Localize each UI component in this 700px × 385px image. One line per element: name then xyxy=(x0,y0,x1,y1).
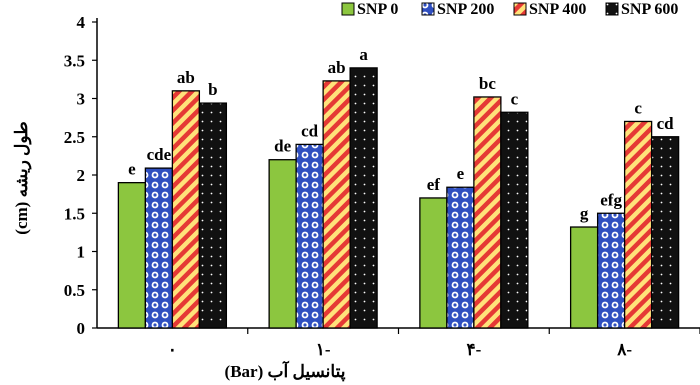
data-label: bc xyxy=(479,74,496,93)
legend-label: SNP 0 xyxy=(357,1,398,18)
bar xyxy=(446,186,475,329)
legend-label: SNP 400 xyxy=(529,1,586,18)
data-label: ab xyxy=(177,68,195,87)
x-tick-label: ۱- xyxy=(316,340,331,359)
x-tick-label: ۴- xyxy=(466,340,481,359)
y-tick-label: 3 xyxy=(77,90,86,109)
legend-swatch xyxy=(421,2,435,16)
data-label: c xyxy=(634,98,642,117)
y-tick-label: 2.5 xyxy=(64,128,85,147)
y-tick-label: 1 xyxy=(77,243,86,262)
bar xyxy=(171,90,201,329)
bar xyxy=(650,136,680,329)
data-label: a xyxy=(359,45,368,64)
bar xyxy=(144,167,174,329)
x-axis-title: پتانسیل آب (Bar) xyxy=(225,360,346,382)
data-label: de xyxy=(274,137,291,156)
data-label: e xyxy=(457,164,465,183)
bar xyxy=(322,80,351,329)
y-tick-label: 0 xyxy=(77,319,86,338)
y-tick-label: 0.5 xyxy=(64,281,85,300)
legend: SNP 0 SNP 200 SNP 400 SNP 600 xyxy=(341,1,678,18)
bar xyxy=(419,197,448,329)
data-label: cde xyxy=(147,145,172,164)
bar xyxy=(268,159,297,329)
legend-label: SNP 200 xyxy=(437,1,494,18)
bar xyxy=(117,181,147,329)
legend-swatch xyxy=(605,2,619,16)
bar xyxy=(198,102,228,329)
data-label: cd xyxy=(301,121,319,140)
plot-area: 00.511.522.533.54۰ ۱- ۴- ۸-ecdeabbdecdabaef… xyxy=(64,13,700,359)
bar xyxy=(500,111,529,329)
y-tick-label: 1.5 xyxy=(64,204,85,223)
y-axis-title: طول ریشه (cm) xyxy=(12,121,32,234)
data-label: ab xyxy=(328,58,346,77)
bar xyxy=(596,212,626,329)
data-label: g xyxy=(580,204,589,223)
bar xyxy=(349,67,378,329)
y-tick-label: 3.5 xyxy=(64,51,85,70)
bar xyxy=(473,96,502,329)
data-label: e xyxy=(128,160,136,179)
data-label: cd xyxy=(657,114,675,133)
data-label: c xyxy=(511,89,519,108)
y-tick-label: 2 xyxy=(77,166,86,185)
x-tick-label: ۰ xyxy=(168,340,177,359)
bar xyxy=(295,143,324,329)
x-tick-label: ۸- xyxy=(616,340,632,359)
bar xyxy=(623,120,653,329)
data-label: ef xyxy=(427,175,441,194)
data-label: b xyxy=(208,80,217,99)
y-tick-label: 4 xyxy=(77,13,86,32)
data-label: efg xyxy=(600,190,622,209)
legend-swatch xyxy=(341,2,355,16)
bar xyxy=(569,226,599,329)
legend-label: SNP 600 xyxy=(621,1,678,18)
legend-swatch xyxy=(513,2,527,16)
